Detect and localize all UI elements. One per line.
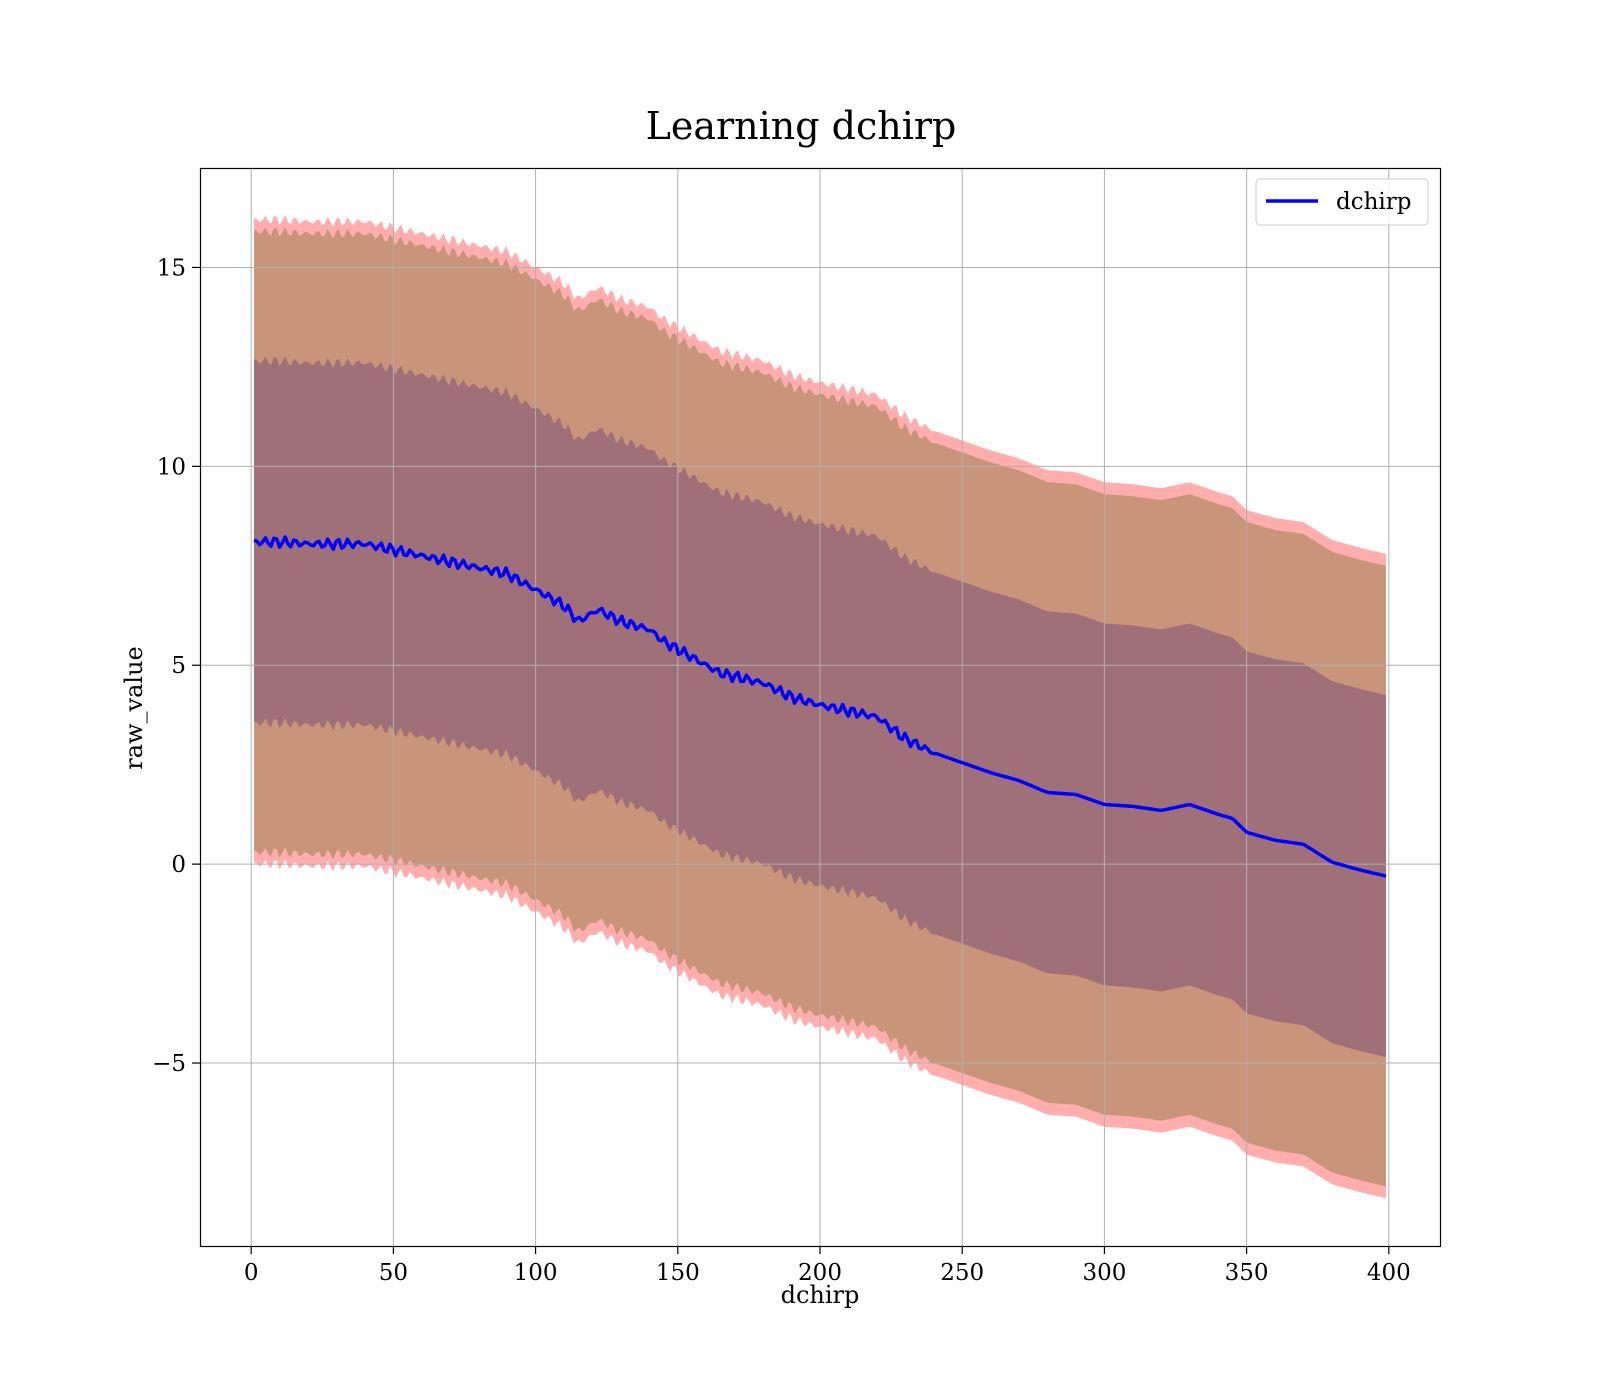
legend-box bbox=[1255, 178, 1429, 226]
mean-line-layer bbox=[253, 535, 1387, 878]
x-tick-label: 0 bbox=[244, 1260, 259, 1286]
y-tick-label: 5 bbox=[171, 653, 186, 679]
x-tick-label: 350 bbox=[1225, 1260, 1269, 1286]
chart-title: Learning dchirp bbox=[646, 104, 957, 148]
x-tick-label: 100 bbox=[514, 1260, 558, 1286]
y-tick-label: 15 bbox=[157, 255, 186, 281]
x-tick-label: 50 bbox=[379, 1260, 408, 1286]
y-tick-label: 10 bbox=[157, 454, 186, 480]
x-axis-label: dchirp bbox=[781, 1281, 860, 1309]
x-tick-label: 200 bbox=[798, 1260, 842, 1286]
y-axis-label: raw_value bbox=[120, 646, 148, 770]
y-tick-label: 0 bbox=[171, 852, 186, 878]
grid-lines bbox=[200, 168, 1440, 1246]
legend-label-dchirp: dchirp bbox=[1336, 189, 1412, 215]
x-tick-label: 400 bbox=[1367, 1260, 1411, 1286]
y-axis-ticks: −5 0 5 10 15 bbox=[152, 255, 200, 1077]
y-tick-label: −5 bbox=[152, 1051, 186, 1077]
series-line-dchirp bbox=[253, 535, 1387, 878]
x-axis-ticks: 0 50 100 150 200 250 300 350 400 bbox=[244, 1246, 1411, 1286]
legend: dchirp bbox=[1255, 178, 1429, 226]
x-tick-label: 300 bbox=[1082, 1260, 1126, 1286]
x-tick-label: 250 bbox=[940, 1260, 984, 1286]
x-tick-label: 150 bbox=[656, 1260, 700, 1286]
